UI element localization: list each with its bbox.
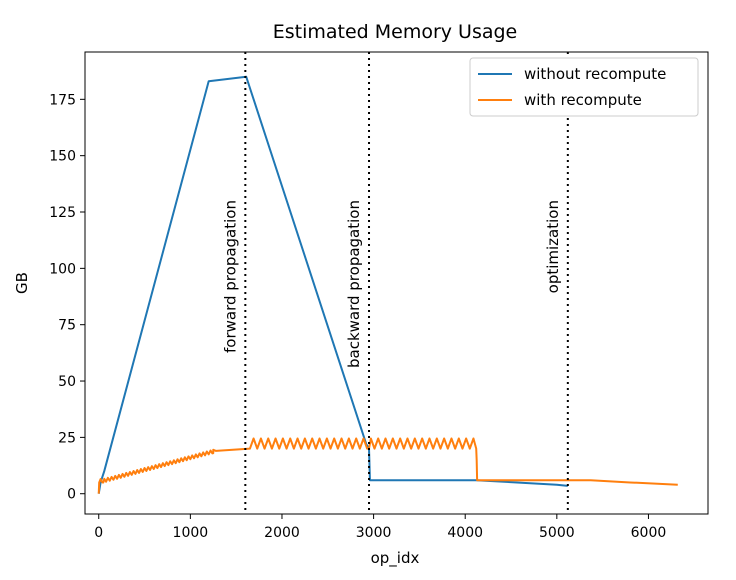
x-tick-label: 4000: [447, 525, 483, 541]
x-tick-label: 3000: [356, 525, 392, 541]
legend: without recompute with recompute: [469, 57, 699, 117]
series-line-with-recompute: [97, 437, 678, 494]
y-tick-label: 25: [58, 430, 76, 446]
series-line-without-recompute: [97, 75, 568, 494]
y-tick-label: 125: [49, 205, 76, 221]
axes: 0 1000 2000 3000 4000 5000 6000 0 25 50 75 100 125 15…: [49, 51, 709, 541]
x-tick-label: 0: [94, 525, 103, 541]
vline-label-2: backward propagation: [345, 200, 363, 368]
x-tick-label: 5000: [539, 525, 575, 541]
plot-area: forward propagation backward propagation o…: [97, 52, 678, 514]
chart-title: Estimated Memory Usage: [273, 21, 518, 43]
legend-box: [469, 57, 699, 117]
y-tick-label: 0: [67, 487, 76, 503]
x-axis-label: op_idx: [371, 549, 420, 568]
x-tick-label: 6000: [631, 525, 667, 541]
legend-label-with-recompute: with recompute: [524, 91, 642, 109]
vline-label-1: forward propagation: [221, 200, 239, 353]
x-tick-label: 2000: [264, 525, 300, 541]
y-tick-label: 150: [49, 149, 76, 165]
x-tick-label: 1000: [173, 525, 209, 541]
y-tick-label: 100: [49, 261, 76, 277]
plot-frame: [84, 51, 709, 515]
y-tick-label: 50: [58, 374, 76, 390]
y-axis-label: GB: [13, 272, 31, 294]
y-tick-label: 175: [49, 92, 76, 108]
legend-label-without-recompute: without recompute: [524, 65, 666, 83]
y-tick-label: 75: [58, 318, 76, 334]
vline-label-3: optimization: [544, 200, 562, 293]
